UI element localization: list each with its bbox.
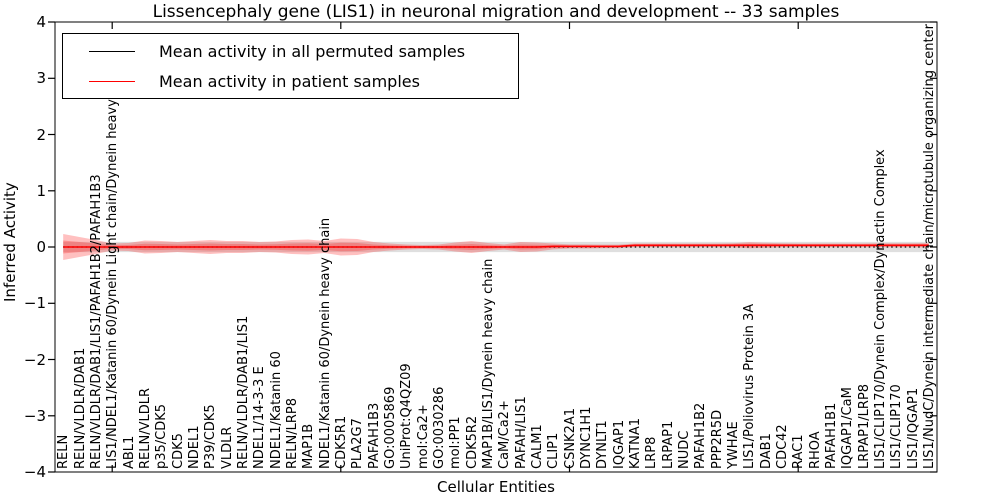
x-tick-label: LIS1/Poliovirus Protein 3A xyxy=(742,303,758,469)
x-tick-label: MAP1B/LIS1/Dynein heavy chain xyxy=(480,258,496,469)
y-tick-label: −2 xyxy=(23,350,46,369)
y-tick-label: −1 xyxy=(23,294,46,313)
x-tick-label: LRPAP1 xyxy=(660,420,676,469)
x-tick-label: CALM1 xyxy=(529,424,545,469)
x-tick-label: NUDC xyxy=(676,430,692,469)
x-tick-label: PLA2G7 xyxy=(350,418,366,469)
x-tick-label: LIS1/NudC/Dynein intermediate chain/micr… xyxy=(921,24,937,469)
y-tick-label: −4 xyxy=(23,463,46,481)
y-tick-label: 2 xyxy=(36,125,46,144)
y-tick-label: 3 xyxy=(36,69,46,88)
x-tick-label: RELN xyxy=(56,434,72,469)
x-tick-label: CLIP1 xyxy=(546,432,562,469)
y-tick-label: 4 xyxy=(36,13,46,31)
x-tick-label: CDK5R1 xyxy=(333,415,349,469)
x-tick-label: RELN/VLDLR/DAB1/LIS1 xyxy=(235,315,251,469)
x-tick-label: PAFAH/LIS1 xyxy=(513,396,529,469)
x-tick-label: VLDLR xyxy=(219,426,235,469)
x-tick-label: ABL1 xyxy=(121,435,137,469)
y-tick-label: 0 xyxy=(36,238,46,256)
x-tick-label: GO:0030286 xyxy=(431,386,447,469)
x-tick-label: PPP2R5D xyxy=(709,409,725,469)
x-tick-label: CDC42 xyxy=(774,424,790,469)
x-tick-label: RAC1 xyxy=(791,434,807,469)
x-tick-label: DYNLT1 xyxy=(595,420,611,469)
x-tick-label: LIS1/NDEL1/Katanin 60/Dynein Light chain… xyxy=(105,59,121,469)
x-tick-label: CaM/Ca2+ xyxy=(497,400,513,469)
permuted-line-sample xyxy=(89,50,135,52)
legend-label-permuted: Mean activity in all permuted samples xyxy=(159,41,466,61)
x-tick-label: RELN/LRP8 xyxy=(284,398,300,469)
x-tick-label: YWHAE xyxy=(725,421,741,469)
x-tick-label: DYNC1H1 xyxy=(578,406,594,469)
x-tick-label: NDEL1/14-3-3 E xyxy=(252,366,268,469)
legend-label-patient: Mean activity in patient samples xyxy=(159,71,420,91)
x-tick-label: CDK5 xyxy=(170,433,186,469)
patient-mean-line xyxy=(63,244,929,248)
x-tick-label: LRPAP1/LRP8 xyxy=(856,383,872,469)
x-tick-label: NDEL1/Katanin 60 xyxy=(268,351,284,469)
legend-box: Mean activity in all permuted samples Me… xyxy=(62,33,519,99)
legend-entry-patient: Mean activity in patient samples xyxy=(63,69,518,93)
chart-title: Lissencephaly gene (LIS1) in neuronal mi… xyxy=(152,2,840,22)
x-tick-label: IQGAP1/CaM xyxy=(840,387,856,469)
x-tick-label: PAFAH1B3 xyxy=(366,402,382,469)
x-tick-label: mol:PP1 xyxy=(448,416,464,469)
x-axis-label: Cellular Entities xyxy=(437,478,555,496)
y-tick-label: 1 xyxy=(36,181,46,200)
x-tick-label: LIS1/CLIP170 xyxy=(889,384,905,469)
x-tick-label: LIS1/IQGAP1 xyxy=(905,387,921,469)
x-tick-label: RELN/VLDLR/DAB1/LIS1/PAFAH1B2/PAFAH1B3 xyxy=(88,174,104,469)
x-tick-label: CSNK2A1 xyxy=(562,407,578,469)
x-tick-label: RHOA xyxy=(807,431,823,469)
x-tick-label: RELN/VLDLR/DAB1 xyxy=(72,347,88,469)
x-tick-label: IQGAP1 xyxy=(611,419,627,469)
x-tick-label: LIS1/CLIP170/Dynein Complex/Dynactin Com… xyxy=(872,149,888,469)
x-tick-label: P39/CDK5 xyxy=(203,404,219,469)
x-tick-label: p35/CDK5 xyxy=(154,403,170,469)
x-tick-label: RELN/VLDLR xyxy=(137,387,153,469)
x-tick-label: LRP8 xyxy=(644,436,660,469)
x-tick-label: GO:0005869 xyxy=(382,386,398,469)
x-tick-label: CDK5R2 xyxy=(464,415,480,469)
x-tick-label: DAB1 xyxy=(758,433,774,469)
x-tick-label: MAP1B xyxy=(301,423,317,469)
x-tick-label: UniProt:Q4QZ09 xyxy=(399,363,415,469)
x-tick-label: PAFAH1B2 xyxy=(693,402,709,469)
x-tick-label: PAFAH1B1 xyxy=(823,402,839,469)
patient-line-sample xyxy=(89,80,135,82)
x-tick-label: mol:Ca2+ xyxy=(415,404,431,469)
x-tick-label: KATNA1 xyxy=(627,417,643,469)
x-tick-label: NDEL1/Katanin 60/Dynein heavy chain xyxy=(317,217,333,469)
x-tick-label: NDEL1 xyxy=(186,425,202,469)
legend-entry-permuted: Mean activity in all permuted samples xyxy=(63,39,518,63)
y-tick-label: −3 xyxy=(23,406,46,425)
